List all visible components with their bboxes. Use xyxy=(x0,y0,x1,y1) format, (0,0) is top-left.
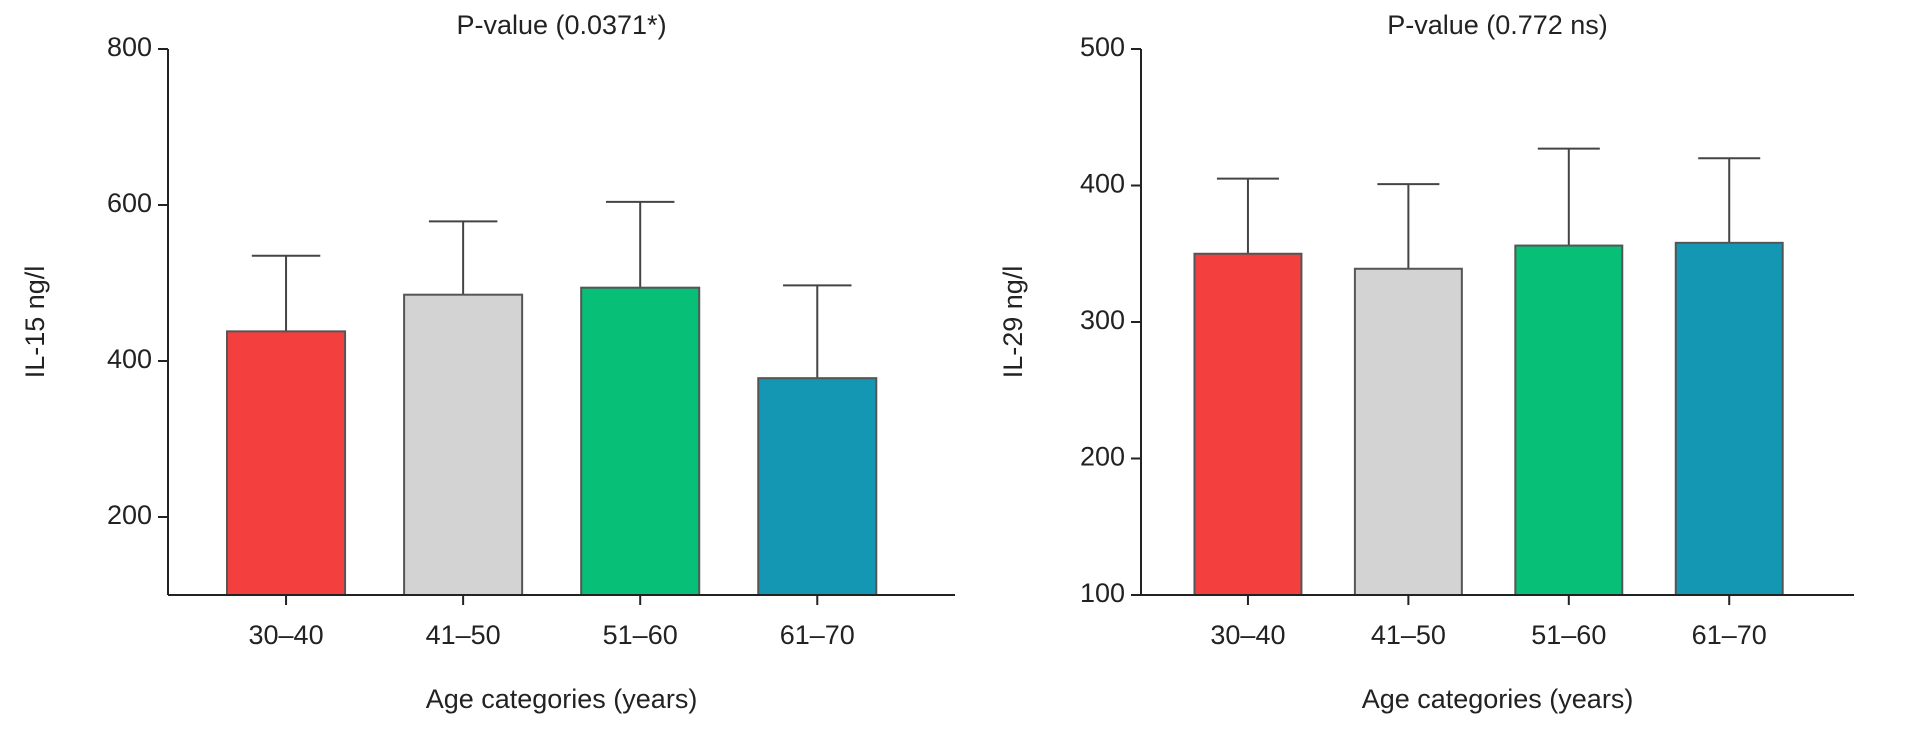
y-tick-label: 200 xyxy=(1080,442,1125,472)
x-axis-label: Age categories (years) xyxy=(1362,684,1634,714)
bar xyxy=(580,286,701,596)
x-tick-label: 41–50 xyxy=(426,620,501,650)
bar xyxy=(226,330,347,596)
chart-title: P-value (0.772 ns) xyxy=(1387,10,1608,40)
x-tick-label: 41–50 xyxy=(1371,620,1446,650)
y-tick-label: 800 xyxy=(107,32,152,62)
y-tick-label: 300 xyxy=(1080,305,1125,335)
y-axis-label: IL-15 ng/l xyxy=(20,266,50,379)
chart-title: P-value (0.0371*) xyxy=(456,10,666,40)
bar xyxy=(1514,244,1624,596)
y-tick-label: 200 xyxy=(107,500,152,530)
y-tick-label: 400 xyxy=(1080,169,1125,199)
bar xyxy=(403,293,524,596)
x-axis-label: Age categories (years) xyxy=(426,684,698,714)
x-tick-label: 30–40 xyxy=(249,620,324,650)
x-tick-label: 51–60 xyxy=(603,620,678,650)
x-tick-label: 51–60 xyxy=(1531,620,1606,650)
bar xyxy=(1193,252,1303,596)
x-tick-label: 61–70 xyxy=(1692,620,1767,650)
y-tick-label: 600 xyxy=(107,188,152,218)
y-tick-label: 400 xyxy=(107,344,152,374)
x-tick-label: 30–40 xyxy=(1210,620,1285,650)
x-tick-label: 61–70 xyxy=(780,620,855,650)
bar xyxy=(757,377,878,596)
bar xyxy=(1353,267,1463,596)
y-tick-label: 500 xyxy=(1080,32,1125,62)
y-axis-label: IL-29 ng/l xyxy=(998,266,1028,379)
bar xyxy=(1674,241,1784,597)
y-tick-label: 100 xyxy=(1080,578,1125,608)
